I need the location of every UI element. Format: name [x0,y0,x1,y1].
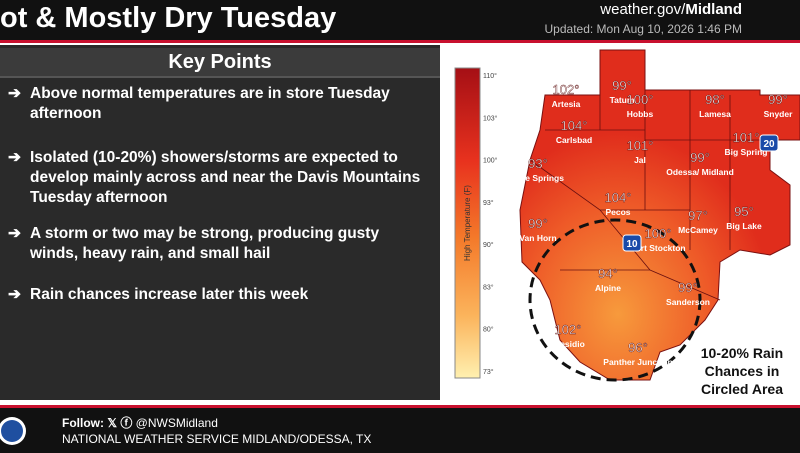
legend-tick-label: 93° [483,199,494,207]
city-name: Pecos [605,207,630,217]
key-point: ➔ Isolated (10-20%) showers/storms are ex… [8,148,428,208]
footer: Follow: 𝕏 ⓕ @NWSMidland NATIONAL WEATHER… [0,405,800,453]
follow: Follow: 𝕏 ⓕ @NWSMidland [62,416,218,430]
county-lines [529,90,790,301]
interstate-number: 20 [763,139,775,150]
rain-note: Circled Area [701,381,783,397]
nws-logo [0,417,26,445]
office: NATIONAL WEATHER SERVICE MIDLAND/ODESSA,… [62,432,372,446]
handle: @NWSMidland [135,416,218,430]
legend-tick-label: 80° [483,326,494,334]
rain-note: Chances in [705,363,780,379]
interstate-shield [622,234,642,252]
title: ot & Mostly Dry Tuesday [0,2,337,34]
arrow: ➔ [8,286,21,303]
city-temp: 101° [733,130,760,145]
key-point: ➔ Above normal temperatures are in store … [8,84,428,124]
city-name: Tatum [610,95,635,105]
city-temp: 93° [528,156,548,171]
city-name: Carlsbad [556,135,592,145]
site-prefix: weather.gov/ [600,1,686,18]
city-name: Lamesa [699,109,731,119]
city-name: Artesia [552,99,581,109]
city-temp: 102° [555,322,582,337]
rain-circle [528,218,702,382]
city-name: Big Lake [726,221,762,231]
city-temp: 98° [705,92,725,107]
rain-note: 10-20% Rain [701,345,783,361]
city-temp: 99° [678,280,698,295]
city-temp: 100° [645,226,672,241]
city-temp: 99° [690,150,710,165]
legend-tick-label: 73° [483,368,494,376]
legend-tick-label: 110° [483,72,497,80]
city-temp: 100° [627,92,654,107]
city-temp: 99° [612,78,632,93]
city-name: Pine Springs [512,173,564,183]
city-name: Fort Stockton [630,243,685,253]
city-temp: 101° [627,138,654,153]
updated: Updated: Mon Aug 10, 2026 1:46 PM [544,22,742,36]
arrow: ➔ [8,225,21,242]
city-temp: 99° [528,216,548,231]
city-name: McCamey [678,225,718,235]
city-temp: 104° [561,118,588,133]
city-name: Snyder [764,109,794,119]
arrow: ➔ [8,85,21,102]
city-temp: 97° [688,208,708,223]
legend-tick-label: 83° [483,283,494,291]
city-name: Presidio [551,339,585,349]
key-point-text: Above normal temperatures are in store T… [30,85,390,122]
top-bar: ot & Mostly Dry Tuesday weather.gov/Midl… [0,0,800,43]
site: weather.gov/Midland [600,1,742,18]
city-temp: 104° [605,190,632,205]
key-point: ➔ Rain chances increase later this week [8,285,428,305]
legend-tick-label: 90° [483,241,494,249]
city-name: Big Spring [725,147,768,157]
city-name: Sanderson [666,297,710,307]
city-name: Odessa/ Midland [666,167,734,177]
legend-bar [454,67,481,379]
key-point-text: A storm or two may be strong, producing … [30,225,380,262]
city-name: Hobbs [627,109,654,119]
city-temp: 99° [768,92,788,107]
legend-title: High Temperature (F) [463,185,472,261]
city-temp: 94° [598,266,618,281]
city-temp: 95° [734,204,754,219]
city-temp: 102° [553,82,580,97]
arrow: ➔ [8,149,21,166]
city-name: Alpine [595,283,621,293]
legend-tick-label: 103° [483,114,498,122]
key-point-text: Rain chances increase later this week [30,286,309,303]
city-name: Panther Junction [603,357,672,367]
key-point-text: Isolated (10-20%) showers/storms are exp… [30,149,421,206]
map: High Temperature (F) 110° 103° 100° 93° 90° 8… [448,45,800,402]
key-points-panel [0,45,440,400]
key-points-heading: Key Points [0,48,440,78]
interstate-number: 10 [626,239,638,250]
key-point: ➔ A storm or two may be strong, producing… [8,224,428,264]
city-name: Van Horn [519,233,556,243]
site-office: Midland [685,1,742,18]
follow-label: Follow: [62,416,104,430]
legend-tick-label: 100° [483,157,498,165]
city-temp: 96° [628,340,648,355]
city-name: Jal [634,155,646,165]
interstate-shield [759,134,779,152]
